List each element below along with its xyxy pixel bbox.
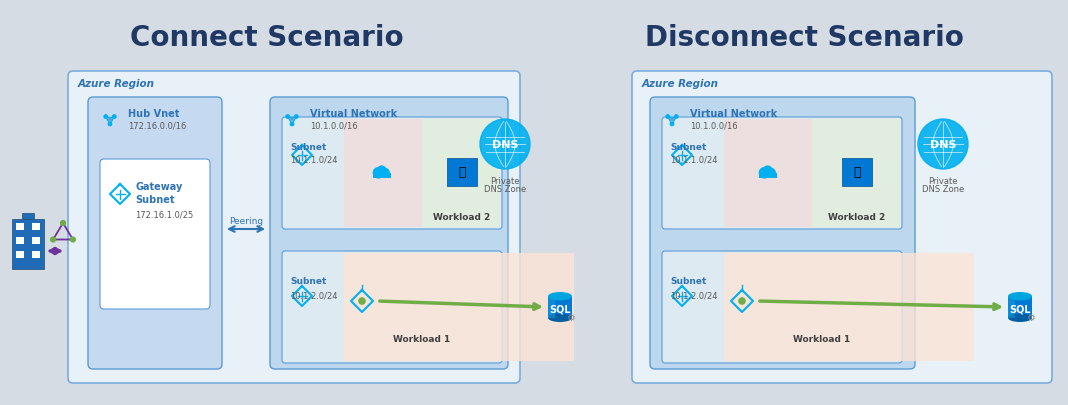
Circle shape bbox=[295, 115, 298, 119]
Bar bbox=[21, 213, 34, 220]
Bar bbox=[548, 296, 572, 318]
Text: 172.16.0.0/16: 172.16.0.0/16 bbox=[128, 121, 187, 130]
Text: Subnet: Subnet bbox=[290, 277, 327, 286]
Circle shape bbox=[290, 119, 294, 121]
Bar bbox=[32, 238, 41, 244]
Circle shape bbox=[50, 237, 56, 242]
Bar bbox=[724, 120, 812, 228]
Bar bbox=[447, 159, 477, 187]
Text: DNS: DNS bbox=[491, 140, 518, 149]
Text: Gateway: Gateway bbox=[135, 181, 183, 192]
Circle shape bbox=[377, 167, 386, 175]
Text: 10.1.2.0/24: 10.1.2.0/24 bbox=[670, 291, 718, 300]
Circle shape bbox=[767, 169, 775, 178]
FancyBboxPatch shape bbox=[662, 252, 902, 363]
Ellipse shape bbox=[548, 292, 572, 301]
FancyBboxPatch shape bbox=[662, 118, 902, 230]
Text: 10.1.2.0/24: 10.1.2.0/24 bbox=[290, 291, 337, 300]
Text: 🐧: 🐧 bbox=[458, 166, 466, 179]
Text: Virtual Network: Virtual Network bbox=[310, 109, 397, 119]
Bar bbox=[16, 252, 25, 258]
Circle shape bbox=[61, 221, 65, 226]
Circle shape bbox=[671, 119, 673, 121]
Text: 10.1.1.0/24: 10.1.1.0/24 bbox=[670, 155, 718, 164]
Text: Subnet: Subnet bbox=[670, 143, 706, 152]
Bar bbox=[344, 120, 422, 228]
FancyBboxPatch shape bbox=[68, 72, 520, 383]
Circle shape bbox=[104, 115, 108, 119]
Text: Workload 1: Workload 1 bbox=[794, 335, 850, 344]
Circle shape bbox=[480, 120, 530, 170]
FancyBboxPatch shape bbox=[282, 118, 502, 230]
Text: ⚙: ⚙ bbox=[566, 312, 576, 322]
Text: Azure Region: Azure Region bbox=[642, 79, 719, 89]
Text: Virtual Network: Virtual Network bbox=[690, 109, 778, 119]
Circle shape bbox=[918, 120, 968, 170]
Text: Private: Private bbox=[928, 177, 958, 185]
Ellipse shape bbox=[1008, 314, 1032, 322]
FancyBboxPatch shape bbox=[282, 252, 502, 363]
Bar bbox=[759, 173, 776, 179]
Text: Workload 2: Workload 2 bbox=[434, 213, 490, 222]
Circle shape bbox=[374, 168, 383, 179]
Circle shape bbox=[290, 123, 294, 126]
Circle shape bbox=[108, 123, 112, 126]
Circle shape bbox=[739, 298, 745, 304]
Bar bbox=[16, 238, 25, 244]
Text: 🐧: 🐧 bbox=[853, 166, 861, 179]
Text: Workload 2: Workload 2 bbox=[829, 213, 885, 222]
Bar bbox=[16, 224, 25, 230]
Bar bbox=[344, 254, 574, 361]
Circle shape bbox=[675, 115, 678, 119]
Bar bbox=[373, 173, 391, 179]
Circle shape bbox=[671, 123, 674, 126]
Text: 10.1.1.0/24: 10.1.1.0/24 bbox=[290, 155, 337, 164]
Text: Subnet: Subnet bbox=[135, 194, 174, 205]
Bar bbox=[812, 120, 900, 228]
Text: ⚙: ⚙ bbox=[1026, 312, 1035, 322]
Bar bbox=[724, 254, 974, 361]
Bar bbox=[32, 252, 41, 258]
Circle shape bbox=[666, 115, 670, 119]
Text: Subnet: Subnet bbox=[670, 277, 706, 286]
Circle shape bbox=[70, 237, 76, 242]
FancyBboxPatch shape bbox=[100, 160, 210, 309]
Text: Subnet: Subnet bbox=[290, 143, 327, 152]
Text: DNS Zone: DNS Zone bbox=[922, 185, 964, 194]
Text: Disconnect Scenario: Disconnect Scenario bbox=[645, 24, 963, 52]
Bar bbox=[842, 159, 871, 187]
Text: Azure Region: Azure Region bbox=[78, 79, 155, 89]
Text: Hub Vnet: Hub Vnet bbox=[128, 109, 179, 119]
FancyBboxPatch shape bbox=[650, 98, 915, 369]
Bar bbox=[1008, 296, 1032, 318]
Bar bbox=[422, 120, 500, 228]
FancyBboxPatch shape bbox=[632, 72, 1052, 383]
Circle shape bbox=[759, 168, 770, 179]
Text: Connect Scenario: Connect Scenario bbox=[130, 24, 404, 52]
Circle shape bbox=[109, 119, 111, 121]
Bar bbox=[1008, 296, 1016, 318]
Text: 10.1.0.0/16: 10.1.0.0/16 bbox=[690, 121, 738, 130]
Text: 172.16.1.0/25: 172.16.1.0/25 bbox=[135, 210, 193, 219]
Bar bbox=[12, 220, 44, 269]
Text: SQL: SQL bbox=[1009, 304, 1031, 314]
Ellipse shape bbox=[1008, 292, 1032, 301]
Text: 10.1.0.0/16: 10.1.0.0/16 bbox=[310, 121, 358, 130]
Circle shape bbox=[112, 115, 116, 119]
Text: SQL: SQL bbox=[549, 304, 570, 314]
Text: DNS: DNS bbox=[930, 140, 956, 149]
Circle shape bbox=[286, 115, 289, 119]
Ellipse shape bbox=[548, 314, 572, 322]
Text: Private: Private bbox=[490, 177, 520, 185]
Text: Peering: Peering bbox=[229, 217, 263, 226]
Bar bbox=[32, 224, 41, 230]
FancyBboxPatch shape bbox=[270, 98, 508, 369]
Text: DNS Zone: DNS Zone bbox=[484, 185, 527, 194]
Circle shape bbox=[764, 167, 772, 175]
Circle shape bbox=[380, 169, 389, 178]
Circle shape bbox=[359, 298, 365, 304]
Bar bbox=[548, 296, 555, 318]
Text: Workload 1: Workload 1 bbox=[393, 335, 451, 344]
FancyBboxPatch shape bbox=[88, 98, 222, 369]
